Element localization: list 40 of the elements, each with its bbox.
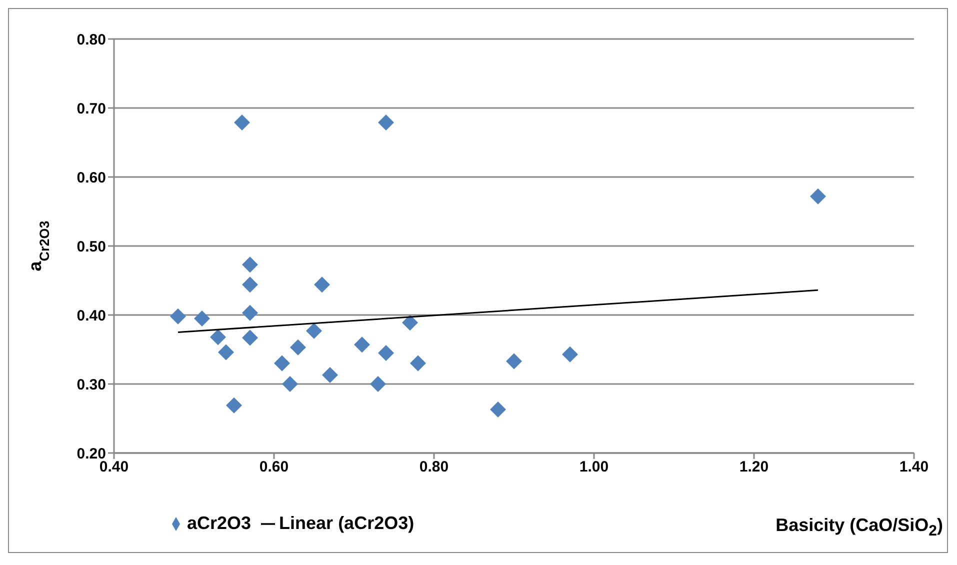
y-tick-label: 0.80 <box>76 31 106 48</box>
point <box>402 314 418 331</box>
point <box>354 336 370 353</box>
point <box>274 355 290 372</box>
y-tick-label: 0.60 <box>76 169 106 186</box>
point <box>170 308 186 324</box>
point <box>322 367 338 384</box>
point <box>218 344 234 360</box>
point <box>410 355 426 372</box>
point <box>306 322 322 339</box>
point <box>242 330 258 346</box>
x-tick-label: 1.00 <box>579 458 609 476</box>
y-tick-label: 0.40 <box>76 307 106 324</box>
point <box>378 344 394 361</box>
point <box>234 114 250 130</box>
point <box>290 339 306 356</box>
point <box>242 304 258 321</box>
legend-label: aCr2O3 <box>187 513 252 533</box>
point <box>370 376 386 392</box>
point <box>490 402 506 418</box>
point <box>314 276 330 293</box>
x-tick-label: 1.40 <box>899 458 929 476</box>
legend-label: Linear (aCr2O3) <box>279 513 414 533</box>
y-tick-label: 0.50 <box>76 238 106 256</box>
point <box>810 188 826 204</box>
point <box>226 397 242 414</box>
point <box>194 310 210 326</box>
point <box>210 329 226 346</box>
x-axis-title: Basicity (CaO/SiO$_{2}$) <box>776 515 943 540</box>
x-tick-label: 0.60 <box>259 458 289 476</box>
x-tick-label: 1.20 <box>739 458 769 476</box>
point <box>378 114 394 130</box>
point <box>506 353 522 370</box>
point <box>242 276 258 293</box>
point <box>562 346 578 362</box>
point <box>242 256 258 273</box>
x-tick-label: 0.80 <box>419 458 449 476</box>
point <box>282 376 298 392</box>
y-tick-label: 0.70 <box>76 100 106 118</box>
y-tick-label: 0.30 <box>76 376 106 394</box>
